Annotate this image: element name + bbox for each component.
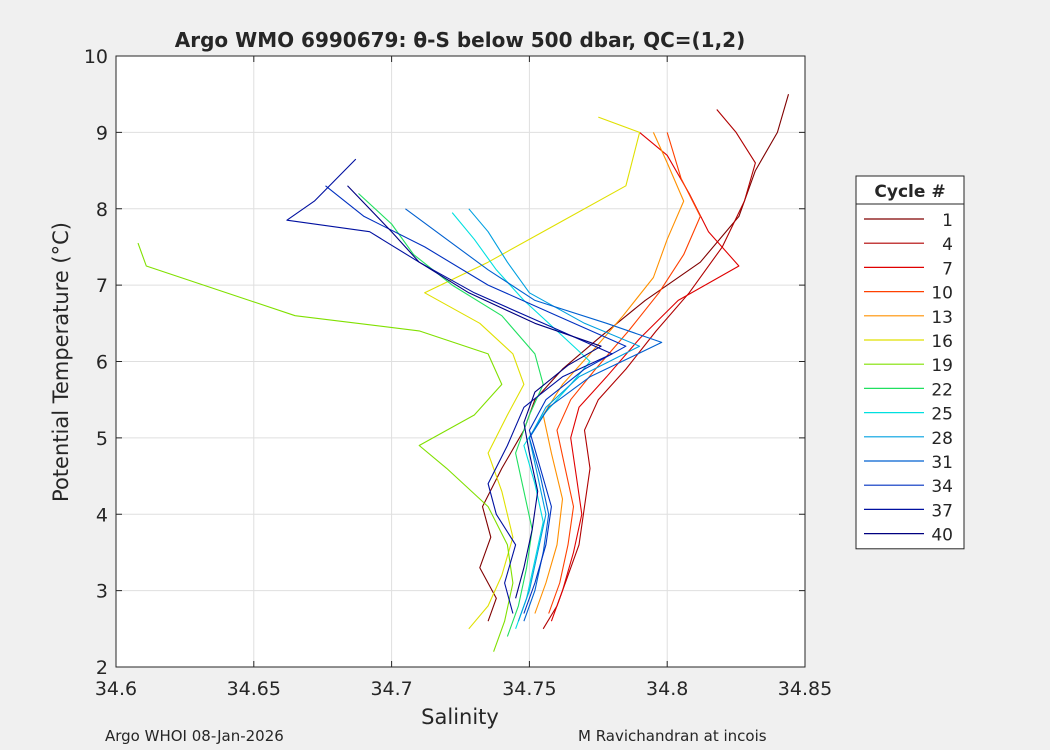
legend-entry-label: 13 <box>931 308 953 328</box>
legend-entry-label: 25 <box>931 405 953 425</box>
y-axis-label: Potential Temperature (°C) <box>49 222 73 502</box>
footer-right-credit: M Ravichandran at incois <box>578 727 767 745</box>
legend-entry-label: 1 <box>942 211 953 231</box>
x-tick-label: 34.75 <box>502 678 556 700</box>
footer-left-credit: Argo WHOI 08-Jan-2026 <box>105 727 284 745</box>
series-line-cycle-25 <box>451 212 591 629</box>
legend-entry-label: 28 <box>931 429 953 449</box>
y-tick-label: 3 <box>96 581 108 603</box>
series-line-cycle-28 <box>468 208 641 622</box>
series-line-cycle-34 <box>325 185 627 614</box>
x-tick-label: 34.6 <box>95 678 137 700</box>
legend-entry-label: 10 <box>931 284 953 304</box>
series-line-cycle-37 <box>286 158 613 614</box>
legend-entry-label: 37 <box>931 501 953 521</box>
y-tick-label: 2 <box>96 657 108 679</box>
legend-box <box>855 175 965 550</box>
legend-entry-label: 19 <box>931 356 953 376</box>
chart-title: Argo WMO 6990679: θ-S below 500 dbar, QC… <box>175 28 745 52</box>
y-tick-label: 4 <box>96 504 108 526</box>
axis-ticks: 34.6 34.65 34.7 34.75 34.8 34.85 2 3 4 5 6 7 8 9 10 <box>84 46 832 700</box>
legend-entry-label: 7 <box>942 259 953 279</box>
series-line-cycle-22 <box>358 193 544 637</box>
x-tick-label: 34.8 <box>646 678 688 700</box>
series-line-cycle-16 <box>424 116 641 630</box>
y-tick-label: 5 <box>96 428 108 450</box>
series-line-cycle-13 <box>534 132 685 614</box>
y-tick-label: 6 <box>96 352 108 374</box>
legend-entry-label: 31 <box>931 453 953 473</box>
legend-entry-label: 40 <box>931 526 953 546</box>
series-line-cycle-31 <box>405 208 663 622</box>
series-line-cycle-10 <box>548 132 701 614</box>
x-tick-label: 34.65 <box>227 678 281 700</box>
legend: Cycle # 1 4 7 10 13 16 19 22 25 28 31 34 37 40 <box>855 175 965 550</box>
legend-entry-label: 34 <box>931 477 953 497</box>
legend-entry-label: 22 <box>931 380 953 400</box>
series-line-cycle-4 <box>542 109 756 630</box>
series-line-cycle-19 <box>137 242 514 652</box>
x-tick-label: 34.7 <box>370 678 412 700</box>
y-tick-label: 9 <box>96 122 108 144</box>
y-tick-label: 10 <box>84 46 108 68</box>
series-line-cycle-40 <box>347 185 602 599</box>
legend-entry-label: 4 <box>942 235 953 255</box>
legend-title: Cycle # <box>874 182 945 202</box>
x-tick-label: 34.85 <box>778 678 832 700</box>
y-tick-label: 8 <box>96 199 108 221</box>
series-lines <box>137 94 790 652</box>
y-tick-label: 7 <box>96 275 108 297</box>
x-axis-label: Salinity <box>421 705 499 729</box>
legend-entry-label: 16 <box>931 332 953 352</box>
